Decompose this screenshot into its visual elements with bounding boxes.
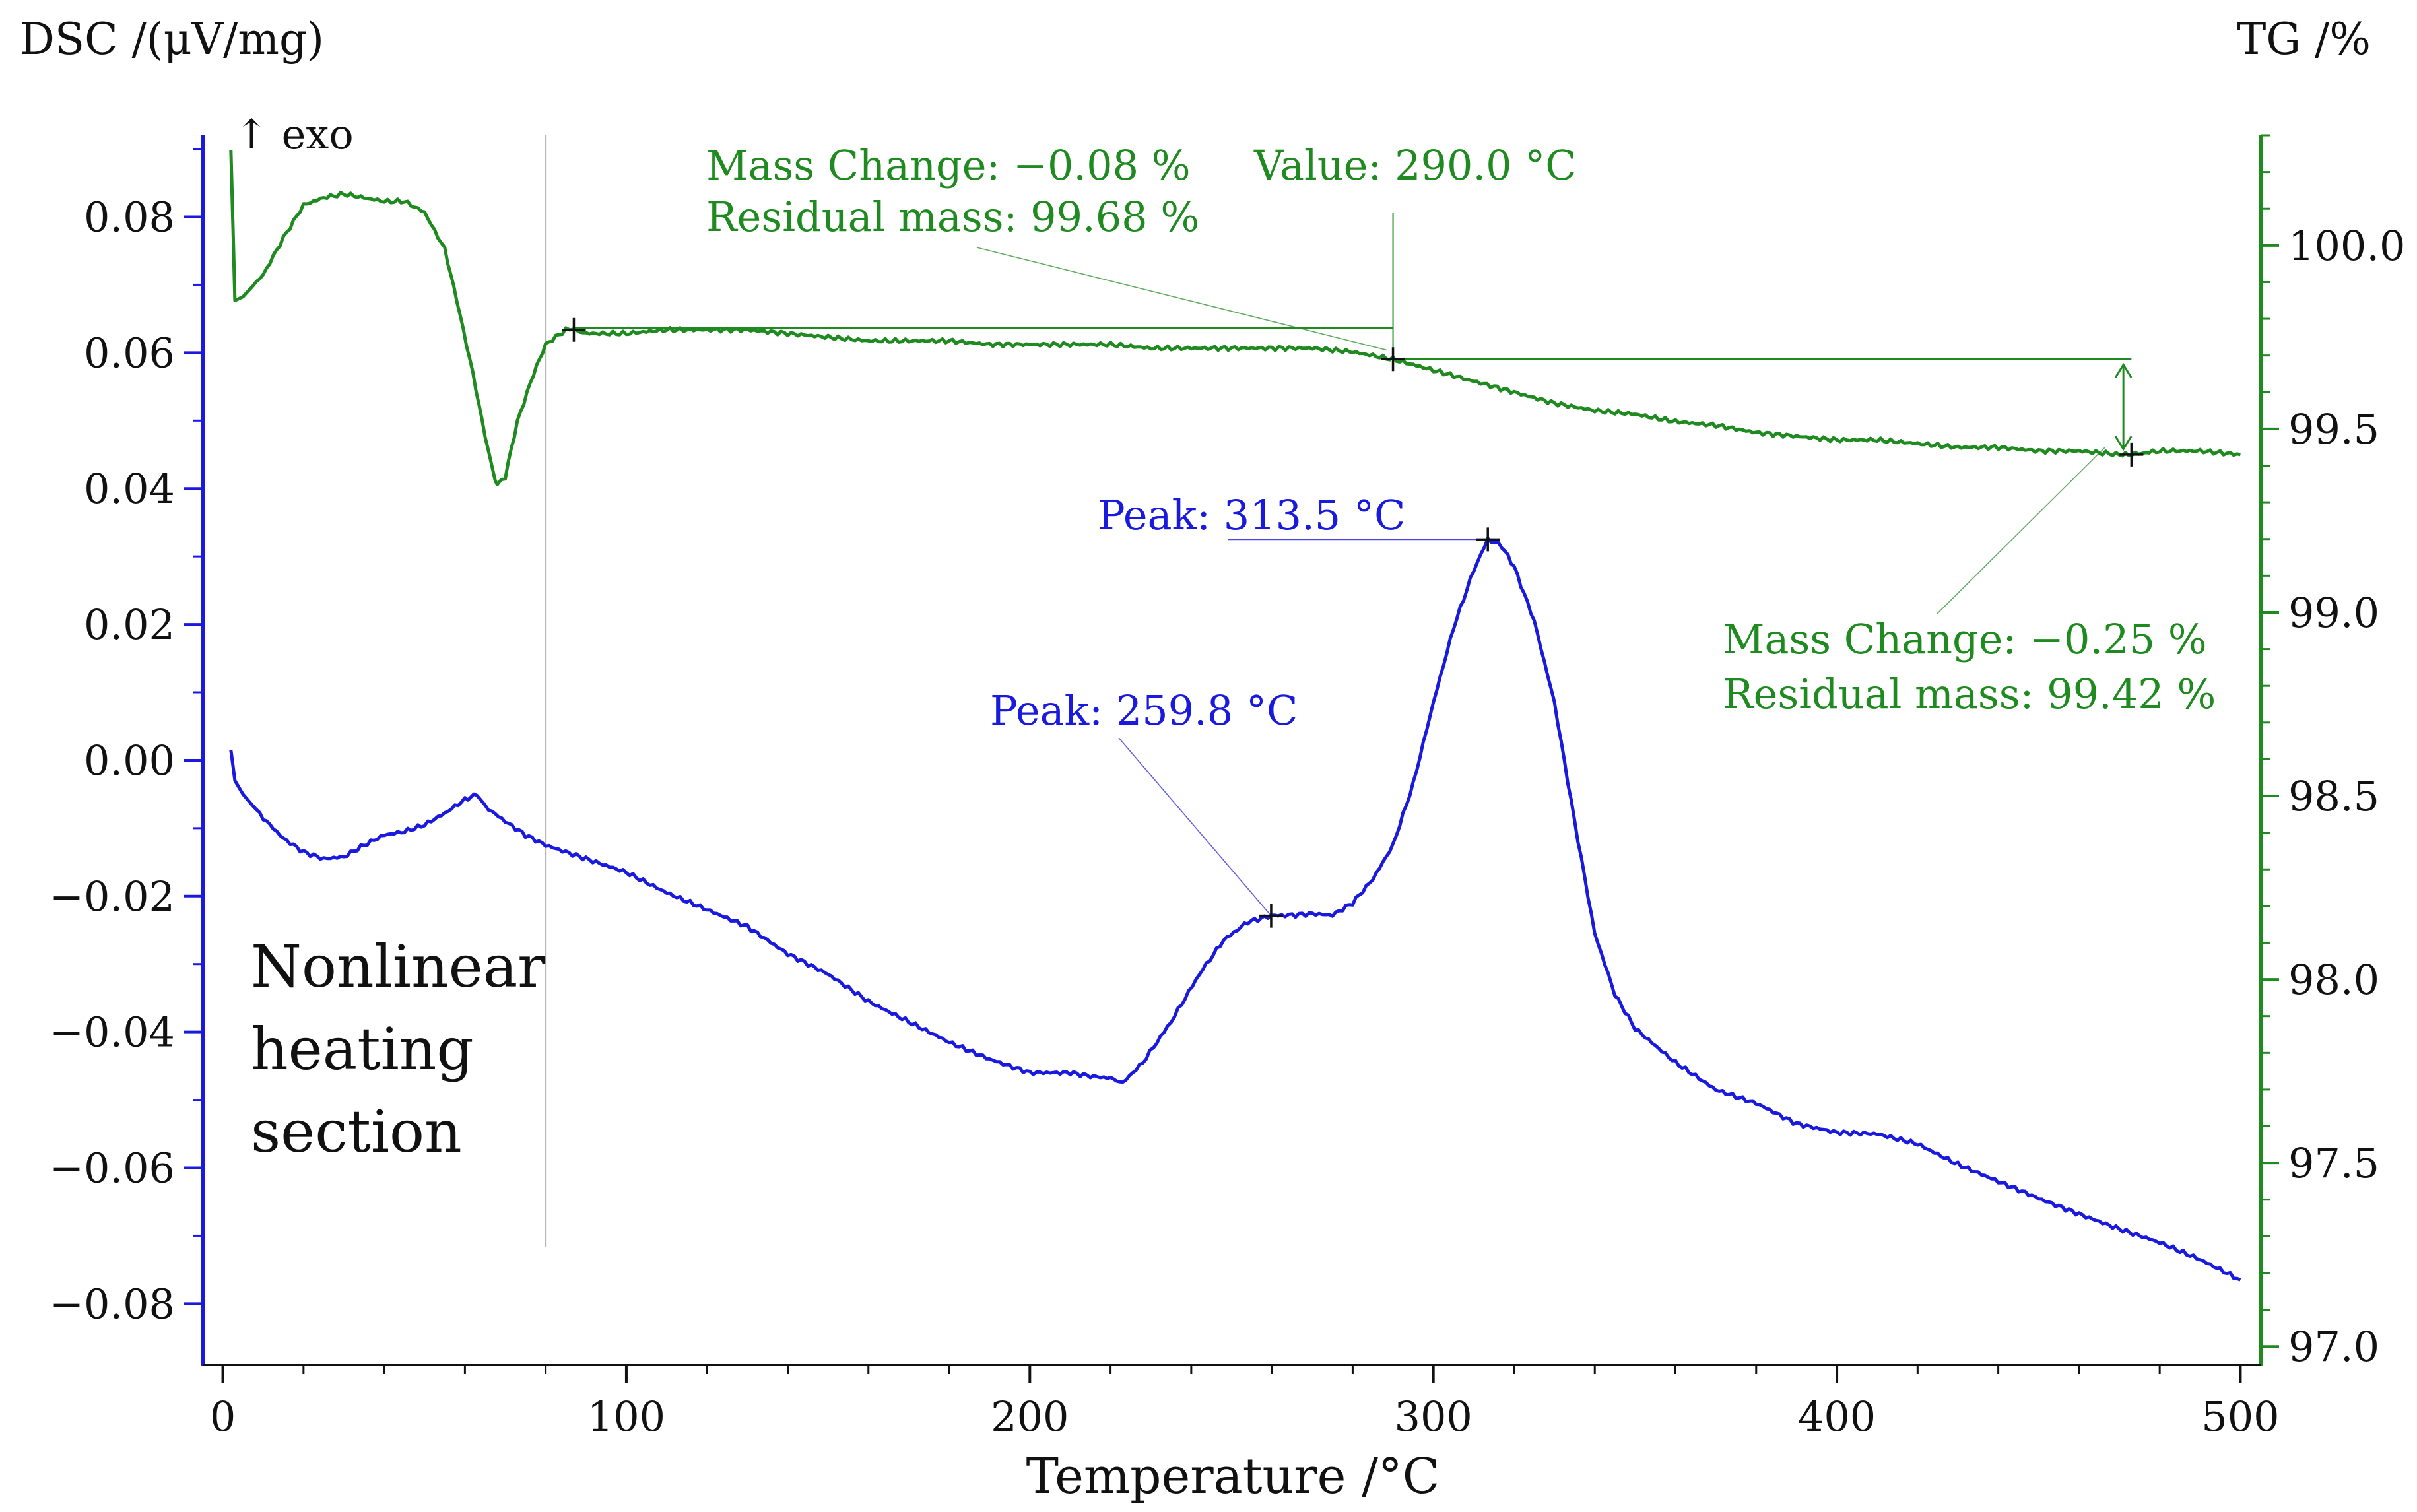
y-left-tick-label: 0.06 [84, 329, 175, 377]
axes: 0 100 200 300 400 500 0.08 0.06 0.04 0.02 0.00 −0.0… [50, 134, 2406, 1441]
dsc-peak-313-label: Peak: 313.5 °C [1098, 491, 1405, 539]
y-left-tick-label: −0.04 [50, 1008, 175, 1057]
section-label-line-2: heating [251, 1015, 474, 1083]
y-right-tick-label: 97.5 [2288, 1139, 2379, 1187]
y-right-tick-label: 98.5 [2288, 772, 2379, 820]
y-left-tick-label: 0.00 [84, 737, 175, 785]
y-left-axis-title: DSC /(μV/mg) [20, 14, 324, 65]
tg-step2-mass-change-label: Mass Change: −0.25 % [1723, 615, 2207, 663]
dsc-peak-259-leader-line [1118, 737, 1272, 917]
tg-step2-leader-line [1937, 447, 2105, 614]
y-right-tick-label: 100.0 [2288, 222, 2406, 270]
y-right-tick-label: 99.5 [2288, 405, 2379, 453]
tg-step2-residual-mass-label: Residual mass: 99.42 % [1723, 670, 2216, 718]
dsc-point-marker [1476, 527, 1500, 552]
y-left-tick-label: 0.02 [84, 601, 175, 649]
tg-arrow-head-bottom [2114, 436, 2133, 451]
x-tick-label: 400 [1798, 1393, 1876, 1441]
dsc-peak-259-label: Peak: 259.8 °C [990, 686, 1298, 735]
y-left-tick-label: −0.02 [50, 872, 175, 921]
section-label-line-1: Nonlinear [251, 933, 546, 1001]
tg-step1-mass-change-label: Mass Change: −0.08 % [706, 141, 1191, 189]
guide-lines [545, 135, 2133, 1247]
y-left-tick-label: −0.06 [50, 1144, 175, 1193]
series-lines [229, 150, 2241, 1282]
tg-step1-leader-line [976, 247, 1387, 351]
y-right-tick-label: 98.0 [2288, 956, 2379, 1004]
point-markers [562, 317, 2144, 928]
x-tick-label: 300 [1395, 1393, 1473, 1441]
x-tick-label: 500 [2201, 1393, 2279, 1441]
tg-point-marker [562, 317, 586, 342]
y-left-tick-label: −0.08 [50, 1280, 175, 1328]
x-axis-title: Temperature /°C [1026, 1448, 1440, 1505]
y-right-tick-label: 97.0 [2288, 1323, 2379, 1371]
tg-value-temperature-label: Value: 290.0 °C [1253, 141, 1577, 189]
exo-direction-label: ↑ exo [234, 110, 354, 158]
y-left-tick-label: 0.04 [84, 465, 175, 513]
dsc-point-marker [1259, 904, 1283, 928]
tg-arrow-head-top [2114, 362, 2133, 378]
x-tick-label: 200 [991, 1393, 1069, 1441]
y-right-tick-label: 99.0 [2288, 589, 2379, 637]
tg-step1-residual-mass-label: Residual mass: 99.68 % [706, 193, 1199, 241]
section-label-line-3: section [251, 1098, 462, 1166]
dsc-series-line [229, 537, 2241, 1282]
y-left-tick-label: 0.08 [84, 193, 175, 242]
y-right-axis-title: TG /% [2237, 14, 2371, 65]
x-tick-label: 0 [210, 1393, 236, 1441]
x-tick-label: 100 [587, 1393, 665, 1441]
tg-point-marker [1381, 347, 1405, 372]
tg-point-marker [2119, 442, 2144, 467]
tg-series-line [229, 150, 2241, 486]
